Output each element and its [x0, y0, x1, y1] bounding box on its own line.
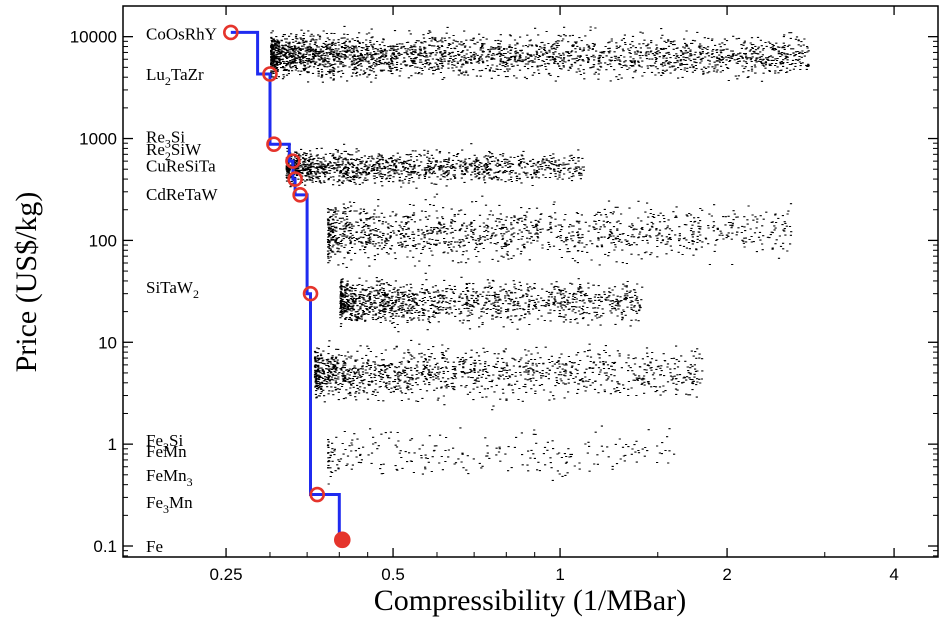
x-tick-label: 4	[889, 565, 898, 584]
frontier-marker	[309, 486, 326, 503]
compound-label-base: CdReTaW	[146, 185, 218, 204]
y-tick-label: 10000	[70, 28, 117, 47]
compound-label-subscript: 3	[165, 136, 171, 150]
compound-label-subscript: 3	[163, 440, 169, 454]
y-tick-label: 10	[98, 333, 117, 352]
scatter-cluster	[326, 193, 793, 268]
x-tick-label: 0.25	[210, 565, 243, 584]
pareto-frontier-layer	[230, 30, 343, 542]
compound-label: SiTaW2	[146, 278, 199, 301]
frontier-markers-layer	[223, 24, 351, 549]
annotations-layer: CoOsRhYLu2TaZrRe3SiRe2SiWCuReSiTaCdReTaW…	[146, 25, 218, 556]
y-tick-label: 100	[89, 231, 117, 250]
compound-label-base: Lu	[146, 65, 165, 84]
compound-label: FeMn3	[146, 466, 193, 489]
x-tick-label: 2	[722, 565, 731, 584]
frontier-marker	[266, 136, 282, 152]
scatter-cluster	[339, 272, 644, 333]
compound-label-subscript: 2	[165, 74, 171, 88]
frontier-marker	[285, 153, 301, 169]
frontier-marker	[262, 66, 278, 82]
scatter-cluster	[326, 425, 676, 485]
frontier-marker	[302, 285, 319, 302]
x-axis-title: Compressibility (1/MBar)	[374, 584, 686, 617]
scatter-cluster	[313, 339, 704, 411]
compound-label-subscript: 3	[187, 475, 193, 489]
pareto-frontier-line	[230, 30, 343, 542]
compound-label-base: SiTaW	[146, 278, 194, 297]
x-tick-label: 1	[555, 565, 564, 584]
compound-label-base: CuReSiTa	[146, 156, 216, 175]
y-axis-title: Price (US$/kg)	[10, 192, 43, 373]
compound-label-subscript: 2	[193, 287, 199, 301]
compound-label-base: Fe	[146, 537, 163, 556]
compound-label-base: Fe	[146, 431, 163, 450]
compound-label-base: Re	[146, 127, 165, 146]
compound-label-base: CoOsRhY	[146, 25, 217, 44]
frontier-marker	[223, 24, 239, 41]
scatter-cluster	[285, 143, 585, 190]
y-tick-label: 0.1	[93, 537, 117, 556]
compound-label-subscript: 3	[163, 502, 169, 516]
compound-label: CoOsRhY	[146, 25, 217, 44]
x-axis-ticks: 0.25 0.5 1 2 4	[210, 6, 899, 584]
y-axis-ticks: 0.1 1 10 100 1000 10000	[70, 5, 938, 557]
compound-label-subscript: 2	[165, 149, 171, 163]
compound-label-rest: Si	[169, 431, 183, 450]
compound-label: Re3Si	[146, 127, 185, 150]
scatter-cluster	[270, 25, 810, 83]
compound-label-base: FeMn	[146, 466, 187, 485]
compound-label: CuReSiTa	[146, 156, 216, 175]
frontier-marker	[292, 187, 308, 203]
compound-label-base: Re	[146, 140, 165, 159]
compound-label: Fe	[146, 537, 163, 556]
compound-label-rest: TaZr	[171, 65, 204, 84]
scatter-points-layer	[270, 25, 810, 485]
y-tick-label: 1000	[79, 130, 117, 149]
y-tick-label: 1	[108, 435, 117, 454]
plot-area-frame	[122, 5, 939, 558]
compound-label-rest: Mn	[169, 493, 193, 512]
compound-label: Re2SiW	[146, 140, 202, 163]
compound-label-rest: Si	[171, 127, 185, 146]
compound-label: Fe3Mn	[146, 493, 193, 516]
compound-label: FeMn	[146, 442, 187, 461]
x-tick-label: 0.5	[381, 565, 405, 584]
frontier-marker	[287, 171, 303, 187]
compound-label: Lu2TaZr	[146, 65, 204, 88]
compound-label-base: FeMn	[146, 442, 187, 461]
frontier-marker	[333, 531, 351, 549]
compound-label-base: Fe	[146, 493, 163, 512]
compound-label: Fe3Si	[146, 431, 183, 454]
compound-label-rest: SiW	[171, 140, 202, 159]
compound-label: CdReTaW	[146, 185, 218, 204]
